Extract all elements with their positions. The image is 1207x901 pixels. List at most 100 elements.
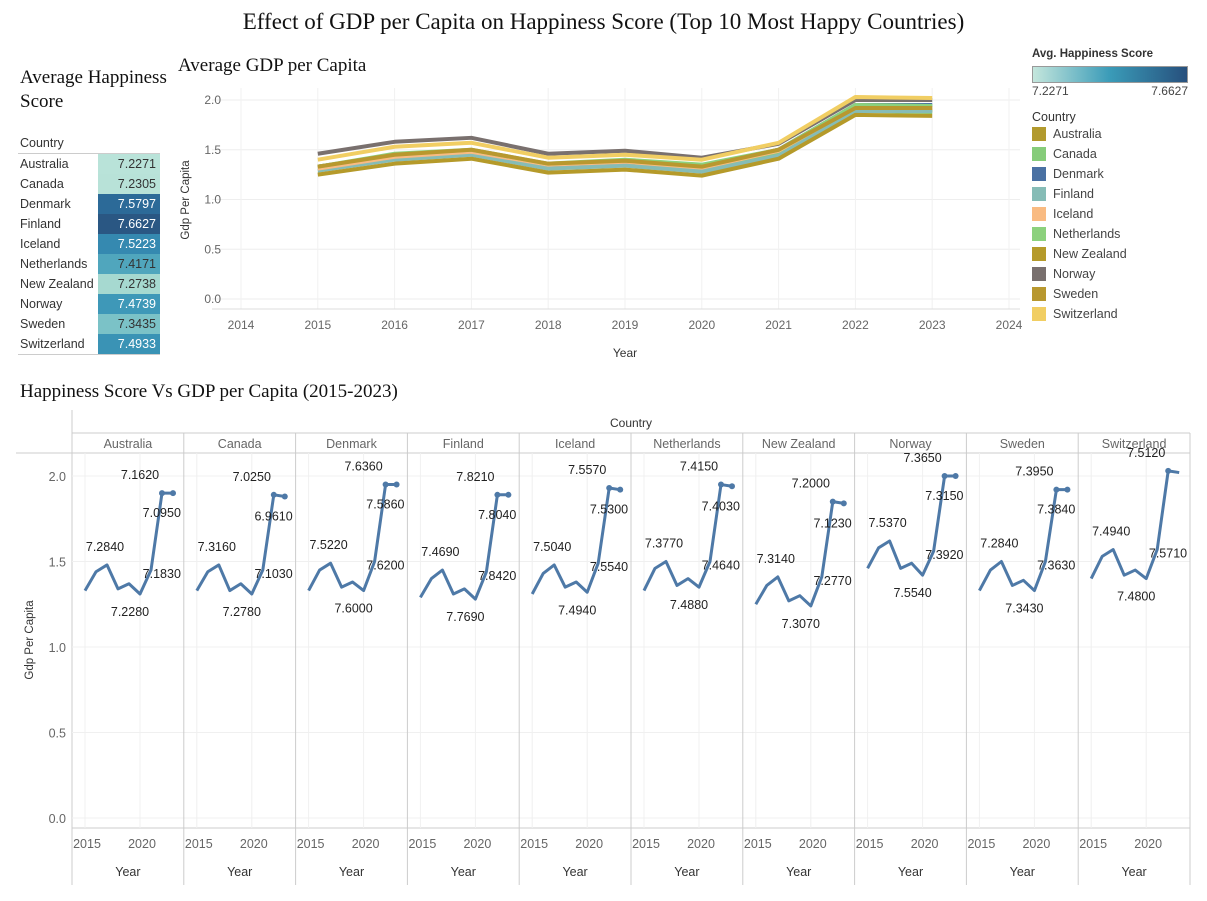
country-line [1089,469,1180,581]
legend-swatch [1032,307,1046,321]
x-tick-label: 2015 [856,837,884,851]
x-tick-label: 2018 [535,318,562,332]
data-point [1053,486,1060,493]
data-point [729,483,735,490]
data-label: 7.0250 [233,470,271,484]
data-point [829,498,836,505]
data-label: 7.4940 [558,603,596,617]
x-axis-title: Year [115,865,140,879]
data-point [952,473,959,479]
x-tick-label: 2022 [842,318,869,332]
y-tick-label: 1.0 [204,193,221,207]
score-cell: 7.2271 [98,154,160,174]
legend-item[interactable]: Netherlands [1032,224,1202,244]
country-cell: Sweden [20,317,66,331]
x-tick-label: 2015 [520,837,548,851]
gradient-min: 7.2271 [1032,84,1069,98]
legend-item[interactable]: Australia [1032,124,1202,144]
data-label: 7.4640 [702,559,740,573]
data-label: 7.8420 [478,569,516,583]
legend-item[interactable]: Norway [1032,264,1202,284]
x-tick-label: 2020 [463,837,491,851]
legend-item[interactable]: Finland [1032,184,1202,204]
score-cell: 7.4171 [98,254,160,274]
data-label: 7.3630 [1037,559,1075,573]
x-tick-label: 2015 [632,837,660,851]
score-cell: 7.2305 [98,174,160,194]
data-point [941,473,948,479]
table-header: Country [18,136,160,154]
data-label: 7.5570 [568,463,606,477]
data-point [281,493,288,500]
data-label: 7.4030 [702,499,740,513]
country-cell: Finland [20,217,61,231]
legend-swatch [1032,267,1046,281]
data-label: 7.4690 [421,545,459,559]
x-axis-title: Year [898,865,923,879]
legend-item[interactable]: Sweden [1032,284,1202,304]
data-label: 7.3840 [1037,503,1075,517]
score-cell: 7.5797 [98,194,160,214]
facet-header: Country [610,416,652,430]
legend-item[interactable]: New Zealand [1032,244,1202,264]
data-label: 7.1830 [143,567,181,581]
legend-swatch [1032,187,1046,201]
legend-item[interactable]: Iceland [1032,204,1202,224]
table-row[interactable]: Australia 7.2271 [18,154,160,174]
x-axis-title: Year [786,865,811,879]
x-tick-label: 2020 [687,837,715,851]
table-row[interactable]: New Zealand 7.2738 [18,274,160,294]
data-label: 7.5860 [366,498,404,512]
data-point [393,481,400,488]
data-point [494,491,501,498]
country-line [642,483,733,592]
x-tick-label: 2021 [765,318,792,332]
table-row[interactable]: Norway 7.4739 [18,294,160,314]
data-label: 7.5040 [533,540,571,554]
table-row[interactable]: Netherlands 7.4171 [18,254,160,274]
panel-title: Denmark [326,437,377,451]
table-row[interactable]: Denmark 7.5797 [18,194,160,214]
legend-item[interactable]: Canada [1032,144,1202,164]
data-label: 7.2840 [980,537,1018,551]
x-tick-label: 2015 [967,837,995,851]
legend-swatch [1032,247,1046,261]
panel-title: Switzerland [1102,437,1167,451]
legend-label: New Zealand [1053,247,1127,261]
data-label: 7.1620 [121,468,159,482]
data-label: 7.5220 [309,538,347,552]
data-label: 7.4880 [670,598,708,612]
table-row[interactable]: Canada 7.2305 [18,174,160,194]
country-cell: Netherlands [20,257,88,271]
data-point [505,491,512,498]
x-tick-label: 2015 [185,837,213,851]
y-tick-label: 1.5 [49,556,66,570]
y-tick-label: 2.0 [204,93,221,107]
legend-label: Finland [1053,187,1094,201]
x-tick-label: 2015 [73,837,101,851]
x-tick-label: 2023 [919,318,946,332]
table-row[interactable]: Finland 7.6627 [18,214,160,234]
data-label: 7.0950 [143,506,181,520]
table-row[interactable]: Switzerland 7.4933 [18,334,160,355]
data-label: 7.5540 [893,586,931,600]
data-label: 7.3150 [925,489,963,503]
data-point [382,481,389,488]
legend-label: Sweden [1053,287,1099,301]
dashboard-title: Effect of GDP per Capita on Happiness Sc… [242,9,965,34]
x-axis-title: Year [227,865,252,879]
table-row[interactable]: Iceland 7.5223 [18,234,160,254]
country-line [83,491,173,596]
y-tick-label: 0.0 [204,292,221,306]
data-label: 7.3140 [757,552,795,566]
data-label: 7.2780 [223,605,261,619]
data-point [606,484,613,491]
data-label: 6.9610 [254,510,292,524]
data-label: 7.3430 [1005,602,1043,616]
legend-item[interactable]: Switzerland [1032,304,1202,324]
data-label: 7.2770 [813,574,851,588]
x-tick-label: 2020 [688,318,715,332]
legend-item[interactable]: Denmark [1032,164,1202,184]
table-row[interactable]: Sweden 7.3435 [18,314,160,334]
